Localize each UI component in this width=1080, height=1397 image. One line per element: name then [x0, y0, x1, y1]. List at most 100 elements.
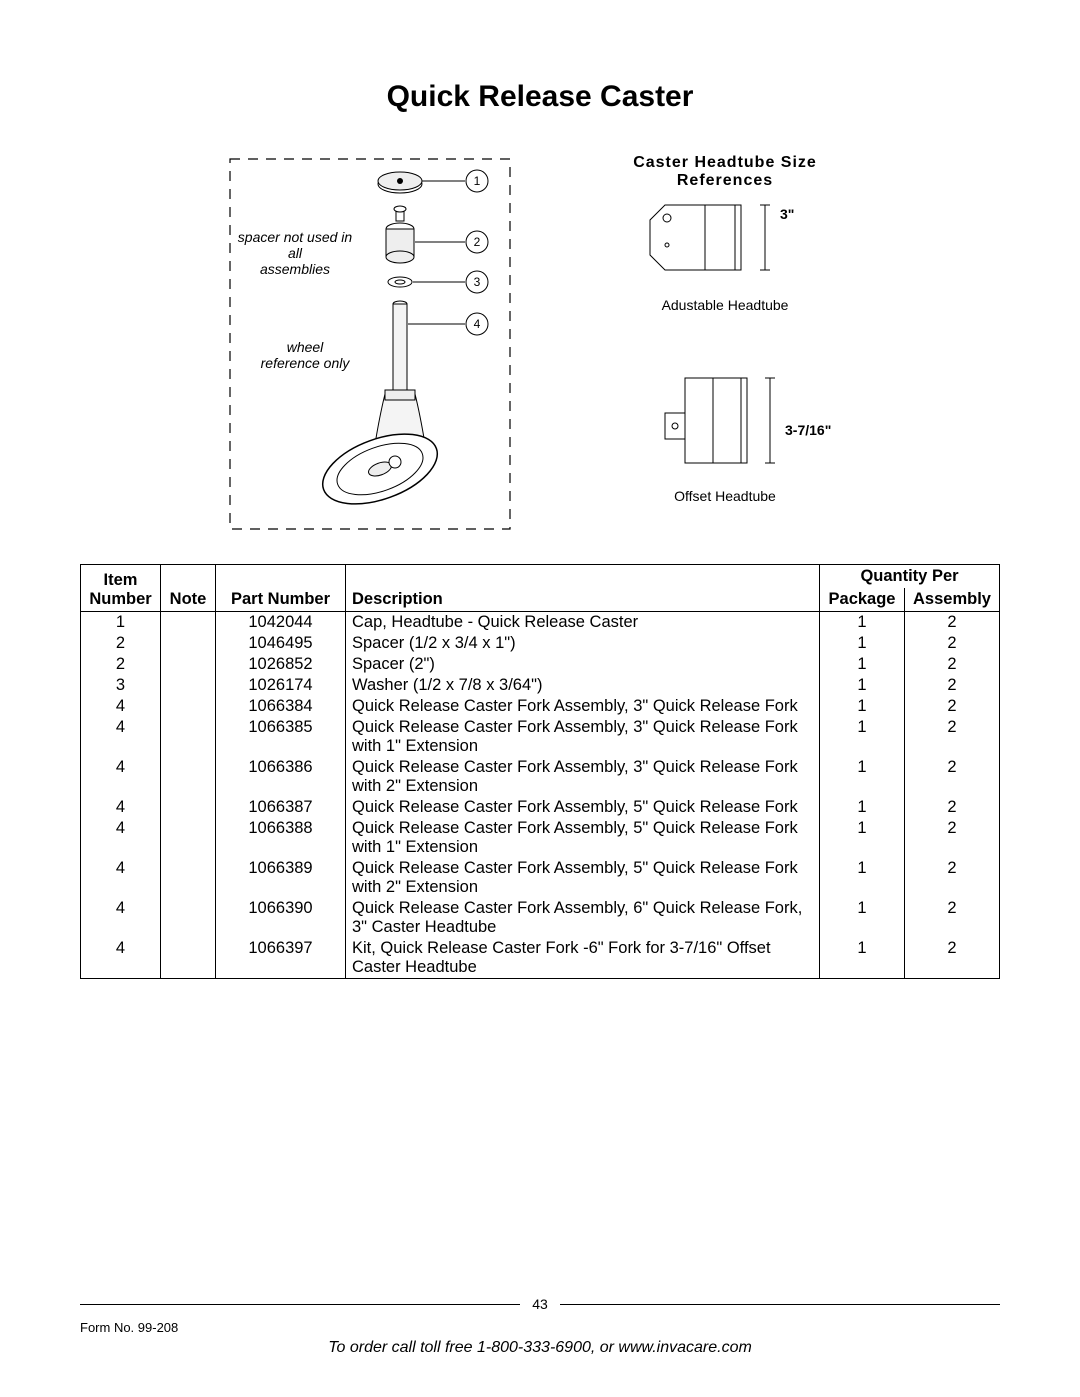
- parts-table: Item Number Note Part Number Description…: [80, 564, 1000, 979]
- table-row: 4 1066388Quick Release Caster Fork Assemb…: [81, 818, 1000, 858]
- cell-pkg: 1: [820, 797, 905, 818]
- cell-asm: 2: [905, 818, 1000, 858]
- cell-item: 4: [81, 797, 161, 818]
- cell-desc: Quick Release Caster Fork Assembly, 3" Q…: [346, 757, 820, 797]
- cell-asm: 2: [905, 797, 1000, 818]
- cell-pkg: 1: [820, 757, 905, 797]
- cell-part: 1066389: [216, 858, 346, 898]
- table-row: 41066390Quick Release Caster Fork Assemb…: [81, 898, 1000, 938]
- headtube-reference-diagram: Caster Headtube Size References 3" Adust…: [595, 154, 855, 534]
- cell-item: 1: [81, 612, 161, 634]
- cell-pkg: 1: [820, 818, 905, 858]
- cell-asm: 2: [905, 612, 1000, 634]
- callout-3: 3: [474, 275, 481, 289]
- cell-part: 1042044: [216, 612, 346, 634]
- cell-asm: 2: [905, 654, 1000, 675]
- form-number: Form No. 99-208: [80, 1320, 1000, 1335]
- callout-2: 2: [474, 235, 481, 249]
- cell-pkg: 1: [820, 696, 905, 717]
- cell-pkg: 1: [820, 633, 905, 654]
- col-desc: Description: [346, 565, 820, 612]
- callout-1: 1: [474, 174, 481, 188]
- cell-part: 1066384: [216, 696, 346, 717]
- cell-desc: Kit, Quick Release Caster Fork -6" Fork …: [346, 938, 820, 979]
- cell-desc: Spacer (2"): [346, 654, 820, 675]
- cell-asm: 2: [905, 858, 1000, 898]
- cell-asm: 2: [905, 633, 1000, 654]
- cell-asm: 2: [905, 717, 1000, 757]
- order-info: To order call toll free 1-800-333-6900, …: [80, 1339, 1000, 1357]
- table-row: 31026174Washer (1/2 x 7/8 x 3/64")12: [81, 675, 1000, 696]
- table-row: 1 1042044Cap, Headtube - Quick Release Ca…: [81, 612, 1000, 634]
- exploded-diagram: 1 2 3 4: [225, 154, 515, 534]
- cell-part: 1066397: [216, 938, 346, 979]
- table-row: 4 1066386Quick Release Caster Fork Assemb…: [81, 757, 1000, 797]
- cell-asm: 2: [905, 938, 1000, 979]
- cell-note: [161, 797, 216, 818]
- cell-item: 4: [81, 696, 161, 717]
- cell-asm: 2: [905, 675, 1000, 696]
- wheel-note: wheel reference only: [250, 339, 360, 371]
- diagram-row: 1 2 3 4: [80, 154, 1000, 534]
- cell-part: 1026174: [216, 675, 346, 696]
- cell-asm: 2: [905, 898, 1000, 938]
- cell-part: 1026852: [216, 654, 346, 675]
- cell-desc: Quick Release Caster Fork Assembly, 3" Q…: [346, 717, 820, 757]
- offset-dim: 3-7/16": [785, 422, 831, 438]
- col-item: Item Number: [81, 565, 161, 612]
- cell-part: 1046495: [216, 633, 346, 654]
- cell-note: [161, 633, 216, 654]
- cell-part: 1066390: [216, 898, 346, 938]
- cell-desc: Quick Release Caster Fork Assembly, 3" Q…: [346, 696, 820, 717]
- cell-item: 4: [81, 858, 161, 898]
- cell-note: [161, 898, 216, 938]
- cell-pkg: 1: [820, 938, 905, 979]
- table-row: 41066385Quick Release Caster Fork Assemb…: [81, 717, 1000, 757]
- cell-part: 1066387: [216, 797, 346, 818]
- cell-desc: Quick Release Caster Fork Assembly, 5" Q…: [346, 858, 820, 898]
- cell-part: 1066388: [216, 818, 346, 858]
- cell-part: 1066386: [216, 757, 346, 797]
- table-row: 4 1066384Quick Release Caster Fork Assemb…: [81, 696, 1000, 717]
- cell-note: [161, 757, 216, 797]
- table-row: 4 1066387Quick Release Caster Fork Assemb…: [81, 797, 1000, 818]
- page-footer: 43 Form No. 99-208 To order call toll fr…: [80, 1296, 1000, 1357]
- page-title: Quick Release Caster: [80, 80, 1000, 114]
- col-qty-group: Quantity Per: [820, 565, 1000, 589]
- cell-desc: Cap, Headtube - Quick Release Caster: [346, 612, 820, 634]
- col-pkg: Package: [820, 588, 905, 612]
- cell-note: [161, 696, 216, 717]
- cell-pkg: 1: [820, 858, 905, 898]
- table-row: 4 1066389Quick Release Caster Fork Assemb…: [81, 858, 1000, 898]
- cell-item: 4: [81, 757, 161, 797]
- reference-heading: Caster Headtube Size References: [595, 154, 855, 190]
- offset-label: Offset Headtube: [595, 488, 855, 504]
- cell-pkg: 1: [820, 717, 905, 757]
- page-number: 43: [532, 1296, 548, 1312]
- cell-pkg: 1: [820, 898, 905, 938]
- cell-item: 4: [81, 898, 161, 938]
- cell-item: 4: [81, 818, 161, 858]
- cell-note: [161, 654, 216, 675]
- col-asm: Assembly: [905, 588, 1000, 612]
- col-part: Part Number: [216, 565, 346, 612]
- table-row: 21026852Spacer (2")12: [81, 654, 1000, 675]
- cell-pkg: 1: [820, 612, 905, 634]
- cell-pkg: 1: [820, 654, 905, 675]
- cell-item: 4: [81, 717, 161, 757]
- cell-note: [161, 818, 216, 858]
- cell-note: [161, 858, 216, 898]
- cell-pkg: 1: [820, 675, 905, 696]
- cell-note: [161, 717, 216, 757]
- cell-desc: Quick Release Caster Fork Assembly, 5" Q…: [346, 797, 820, 818]
- spacer-note: spacer not used in all assemblies: [235, 229, 355, 277]
- cell-asm: 2: [905, 757, 1000, 797]
- cell-item: 2: [81, 654, 161, 675]
- callout-4: 4: [474, 317, 481, 331]
- cell-asm: 2: [905, 696, 1000, 717]
- col-note: Note: [161, 565, 216, 612]
- cell-desc: Spacer (1/2 x 3/4 x 1"): [346, 633, 820, 654]
- cell-desc: Quick Release Caster Fork Assembly, 5" Q…: [346, 818, 820, 858]
- cell-item: 2: [81, 633, 161, 654]
- adjustable-dim: 3": [780, 206, 794, 222]
